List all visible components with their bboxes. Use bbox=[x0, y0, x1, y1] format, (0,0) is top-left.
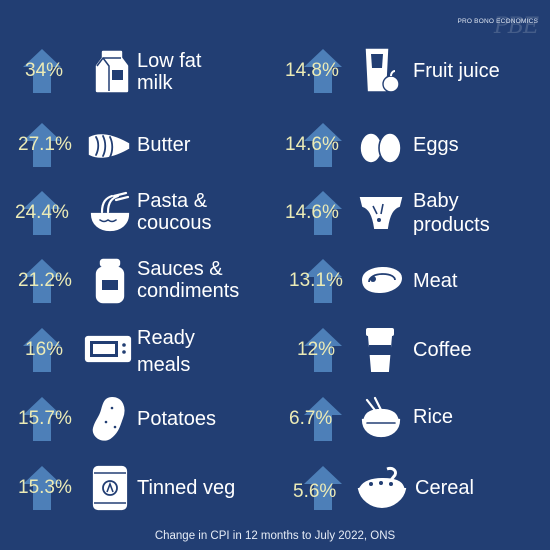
jar-icon bbox=[88, 258, 132, 304]
percent-change: 6.7% bbox=[289, 408, 333, 429]
percent-change: 14.6% bbox=[285, 202, 339, 223]
item-label-line-1: Baby bbox=[413, 190, 459, 212]
percent-change: 12% bbox=[297, 339, 336, 360]
steak-icon bbox=[359, 258, 403, 304]
potato-icon bbox=[88, 396, 132, 442]
up-arrow-icon bbox=[303, 327, 343, 373]
percent-change: 24.4% bbox=[15, 202, 69, 223]
percent-change: 16% bbox=[25, 339, 64, 360]
item-label: Meat bbox=[413, 270, 458, 292]
up-arrow-icon bbox=[303, 122, 343, 168]
item-label: Butter bbox=[137, 134, 191, 156]
item-label-line-1: Low fat bbox=[137, 50, 202, 72]
item-label-line-2: products bbox=[413, 214, 490, 236]
item-label-line-2: meals bbox=[137, 354, 191, 376]
up-arrow-icon bbox=[22, 465, 62, 511]
item-label: Eggs bbox=[413, 134, 459, 156]
eggs-icon bbox=[357, 122, 405, 168]
item-label: Coffee bbox=[413, 339, 472, 361]
tin-can-icon bbox=[88, 465, 132, 511]
percent-change: 5.6% bbox=[293, 481, 337, 502]
rice-bowl-icon bbox=[359, 396, 403, 442]
up-arrow-icon bbox=[303, 190, 343, 236]
up-arrow-icon bbox=[22, 327, 62, 373]
percent-change: 34% bbox=[25, 60, 64, 81]
item-label-line-1: Ready bbox=[137, 327, 195, 349]
up-arrow-icon bbox=[22, 48, 62, 94]
percent-change: 13.1% bbox=[289, 270, 343, 291]
percent-change: 14.6% bbox=[285, 134, 339, 155]
up-arrow-icon bbox=[22, 190, 62, 236]
percent-change: 15.7% bbox=[18, 408, 72, 429]
up-arrow-icon bbox=[303, 258, 343, 304]
item-label-line-2: coucous bbox=[137, 212, 212, 234]
item-label-line-1: Sauces & bbox=[137, 258, 223, 280]
coffee-cup-icon bbox=[359, 327, 403, 373]
item-label-line-2: milk bbox=[137, 72, 173, 94]
up-arrow-icon bbox=[303, 465, 343, 511]
noodle-bowl-icon bbox=[88, 190, 132, 236]
item-label-line-1: Pasta & bbox=[137, 190, 208, 212]
up-arrow-icon bbox=[22, 258, 62, 304]
microwave-icon bbox=[84, 327, 132, 373]
item-label: Fruit juice bbox=[413, 60, 500, 82]
brand-logo: PBE PRO BONO ECONOMICS bbox=[448, 14, 539, 39]
percent-change: 27.1% bbox=[18, 134, 72, 155]
nappy-icon bbox=[359, 190, 403, 236]
brand-watermark: PBE bbox=[493, 14, 539, 39]
item-label: Cereal bbox=[415, 477, 474, 499]
butter-icon bbox=[86, 122, 130, 168]
cereal-bowl-icon bbox=[357, 465, 407, 511]
item-label: Tinned veg bbox=[137, 477, 236, 499]
brand-text: PRO BONO ECONOMICS bbox=[457, 18, 538, 25]
juice-glass-icon bbox=[359, 48, 403, 94]
up-arrow-icon bbox=[22, 396, 62, 442]
percent-change: 14.8% bbox=[285, 60, 339, 81]
item-label: Rice bbox=[413, 406, 454, 428]
percent-change: 15.3% bbox=[18, 477, 72, 498]
percent-change: 21.2% bbox=[18, 270, 72, 291]
up-arrow-icon bbox=[303, 48, 343, 94]
item-label: Potatoes bbox=[137, 408, 216, 430]
item-label-line-2: condiments bbox=[137, 280, 240, 302]
up-arrow-icon bbox=[303, 396, 343, 442]
up-arrow-icon bbox=[22, 122, 62, 168]
milk-carton-icon bbox=[90, 48, 134, 94]
source-caption: Change in CPI in 12 months to July 2022,… bbox=[154, 530, 396, 542]
